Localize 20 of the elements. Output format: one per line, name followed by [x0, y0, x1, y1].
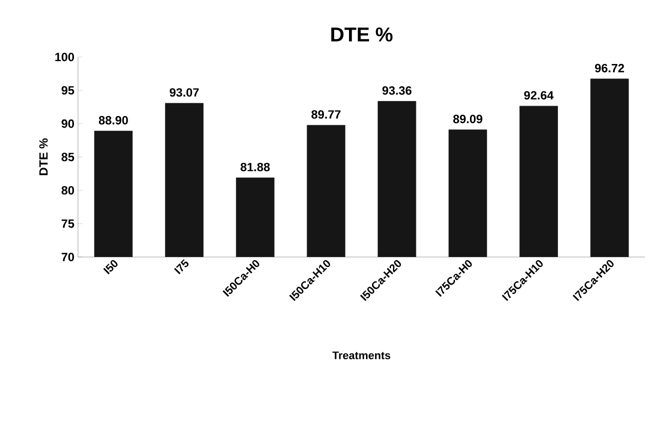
y-tick-label: 95 — [62, 86, 74, 95]
data-label: 89.77 — [311, 110, 340, 119]
x-tick-label: I75 — [174, 259, 188, 274]
y-tick-label: 85 — [62, 152, 74, 162]
y-tick-label: 100 — [55, 52, 74, 62]
chart-title: DTE % — [331, 27, 393, 42]
data-label: 96.72 — [595, 64, 624, 72]
y-axis-title: DTE % — [39, 138, 48, 176]
y-tick-label: 90 — [62, 119, 74, 128]
x-tick-label: I50 — [103, 260, 118, 274]
y-tick-label: 80 — [62, 186, 74, 195]
data-label: 93.36 — [382, 86, 412, 95]
data-label: 88.90 — [98, 116, 128, 124]
x-axis-title: Treatments — [332, 352, 390, 360]
data-label: 81.88 — [240, 162, 270, 172]
data-label: 92.64 — [524, 91, 554, 100]
y-tick-label: 70 — [62, 252, 74, 262]
data-label: 93.07 — [170, 88, 199, 97]
y-tick-label: 75 — [62, 220, 74, 228]
data-label: 89.09 — [453, 114, 482, 124]
